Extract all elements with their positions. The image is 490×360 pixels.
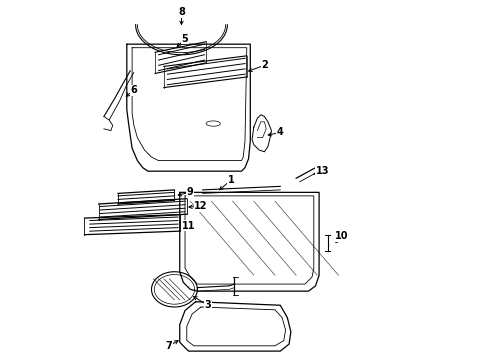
Text: 2: 2	[261, 60, 268, 70]
Text: 10: 10	[335, 231, 349, 242]
Text: 9: 9	[187, 187, 194, 197]
Text: 7: 7	[166, 341, 172, 351]
Text: 12: 12	[194, 202, 208, 211]
Text: 5: 5	[182, 34, 188, 44]
Text: 6: 6	[130, 85, 137, 95]
Text: 4: 4	[277, 127, 284, 138]
Text: 3: 3	[205, 300, 211, 310]
Text: 1: 1	[227, 175, 234, 185]
Text: 13: 13	[316, 166, 329, 176]
Text: 8: 8	[178, 8, 185, 17]
Text: 11: 11	[182, 221, 196, 231]
